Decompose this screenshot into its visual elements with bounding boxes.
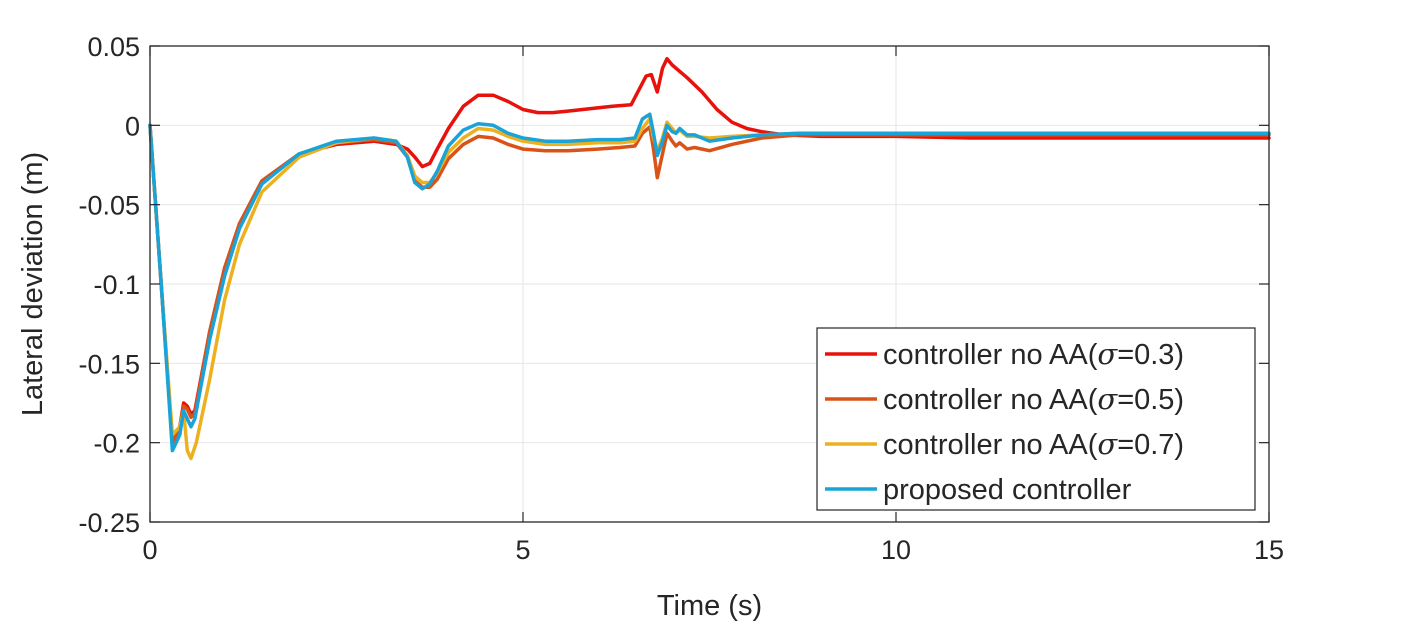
x-tick-label: 15: [1254, 535, 1284, 565]
legend-sigma: σ: [1097, 337, 1118, 371]
legend-text: controller no AA(: [883, 339, 1098, 371]
y-tick-label: 0.05: [87, 32, 140, 62]
legend-value: =0.3): [1117, 339, 1184, 371]
legend-text: controller no AA(: [883, 429, 1098, 461]
legend-label: controller no AA(σ=0.7): [883, 427, 1184, 461]
legend-box: [816, 327, 1256, 511]
legend-label: proposed controller: [883, 474, 1132, 506]
legend-sigma: σ: [1097, 427, 1118, 461]
axis-ticks: 0 5 10 15 0.05 0 -0.05 -0.1 -0.15 -0.2 -0.25: [78, 32, 1284, 565]
y-tick-label: 0: [125, 111, 140, 141]
x-tick-label: 5: [515, 535, 530, 565]
legend-value: =0.7): [1117, 429, 1184, 461]
legend: controller no AA(σ=0.3)controller no AA(…: [816, 327, 1256, 511]
y-tick-label: -0.1: [93, 270, 140, 300]
y-tick-label: -0.25: [78, 508, 140, 538]
legend-text: controller no AA(: [883, 384, 1098, 416]
x-tick-label: 10: [881, 535, 911, 565]
series-line-4: [148, 112, 1271, 453]
y-tick-label: -0.15: [78, 349, 140, 379]
y-tick-label: -0.05: [78, 191, 140, 221]
y-tick-label: -0.2: [93, 429, 140, 459]
legend-text: proposed controller: [883, 474, 1132, 506]
legend-value: =0.5): [1117, 384, 1184, 416]
legend-label: controller no AA(σ=0.3): [883, 337, 1184, 371]
series-line-2: [148, 123, 1271, 445]
series-lines: [148, 56, 1271, 461]
legend-sigma: σ: [1097, 382, 1118, 416]
x-tick-label: 0: [142, 535, 157, 565]
legend-label: controller no AA(σ=0.5): [883, 382, 1184, 416]
y-axis-label: Lateral deviation (m): [17, 152, 49, 416]
x-axis-label: Time (s): [657, 590, 762, 622]
